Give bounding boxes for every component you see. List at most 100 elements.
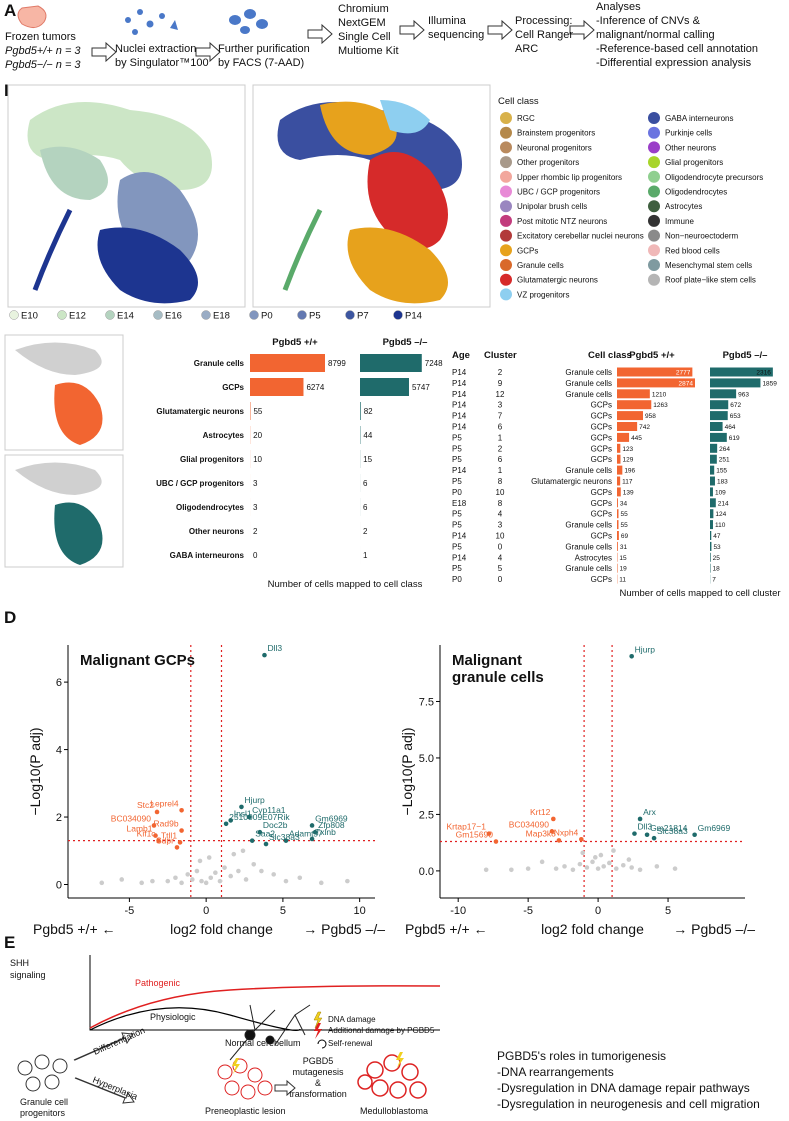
value-label: 25 (713, 555, 721, 562)
y-tick-label: 0.0 (419, 866, 434, 878)
point-label: Txlnb (315, 827, 336, 837)
bar (360, 378, 409, 396)
workflow-step: by Singulator™100 (115, 57, 209, 69)
bar (360, 354, 422, 372)
workflow-step: Pgbd5+/+ n = 3 (5, 45, 81, 57)
value-label: 18 (712, 566, 720, 573)
model-roles: -DNA rearrangements (497, 1065, 614, 1079)
bar (617, 378, 695, 388)
point-label: Slc38a3 (269, 832, 300, 842)
legend-label: Oligodendrocyte precursors (665, 173, 763, 182)
legend-swatch (648, 156, 660, 169)
chart-title: Malignant GCPs (80, 652, 195, 669)
bar (617, 541, 618, 551)
category-label: Granule cells (565, 466, 612, 475)
value-label: 2 (253, 527, 258, 536)
legend-label: GABA interneurons (665, 114, 733, 123)
legend-swatch (500, 141, 512, 154)
point (153, 833, 158, 838)
x-axis-label: log2 fold change (541, 921, 644, 937)
point (525, 866, 531, 871)
row-cluster: 3 (498, 401, 503, 410)
category-label: GCPs (591, 532, 612, 541)
x-tick-label: 0 (203, 905, 209, 917)
legend-swatch (648, 200, 660, 213)
value-label: 6274 (306, 383, 324, 392)
value-label: 619 (729, 435, 740, 442)
value-label: 196 (624, 468, 635, 475)
value-label: 672 (730, 402, 741, 409)
point (179, 828, 184, 833)
value-label: 53 (713, 544, 721, 551)
model-key: Additional damage by PGBD5 (328, 1026, 435, 1035)
row-cluster: 2 (498, 368, 503, 377)
bar (617, 498, 618, 508)
value-label: 1859 (762, 380, 777, 387)
model-key: Self-renewal (328, 1039, 373, 1048)
category-label: Granule cells (565, 564, 612, 573)
point-label: Nxph4 (554, 827, 579, 837)
row-cluster: 5 (498, 564, 503, 573)
bar (710, 378, 761, 388)
point (208, 875, 214, 881)
point-label: Gm15690 (456, 830, 494, 840)
legend-swatch (249, 310, 259, 320)
legend-label: P5 (309, 311, 321, 322)
point-label: Hjurp (635, 644, 656, 654)
legend-label: Neuronal progenitors (517, 143, 592, 152)
model-label: Pathogenic (135, 978, 181, 988)
value-label: 653 (730, 413, 741, 420)
bar (617, 400, 652, 410)
point-label: Ttll1 (161, 830, 177, 840)
legend-swatch (500, 259, 512, 271)
point (483, 867, 489, 873)
legend-swatch (500, 229, 512, 242)
legend-label: Brainstem progenitors (517, 129, 595, 138)
workflow-step: Cell Ranger (515, 29, 573, 41)
row-cluster: 4 (498, 510, 503, 519)
point (613, 866, 619, 871)
legend-label: Glial progenitors (665, 158, 723, 167)
value-label: 742 (639, 424, 650, 431)
x-axis-side-label: Pgbd5 +/+ ← (405, 921, 488, 937)
bar (617, 422, 638, 431)
point (539, 859, 545, 865)
panel-label: D (4, 608, 16, 627)
legend-swatch (201, 310, 211, 320)
workflow-step: Further purification (218, 43, 310, 55)
legend-swatch (648, 141, 660, 154)
workflow-step: Single Cell (338, 31, 391, 43)
point (549, 829, 555, 834)
row-cluster: 9 (498, 379, 503, 388)
point (190, 877, 195, 882)
bar (710, 531, 712, 540)
y-axis-label: −Log10(P adj) (27, 727, 43, 815)
point (228, 818, 234, 823)
value-label: 0 (253, 551, 258, 560)
panel-label: A (4, 1, 16, 20)
point-label: Map3k8 (526, 828, 557, 838)
model-key: DNA damage (328, 1015, 376, 1024)
value-label: 15 (619, 555, 627, 562)
point-label: Leprel4 (150, 798, 179, 808)
value-label: 251 (719, 457, 730, 464)
point (174, 845, 180, 850)
value-label: 7 (712, 577, 716, 584)
point-label: Gm6969 (698, 823, 731, 833)
legend-swatch (297, 310, 307, 320)
row-cluster: 2 (498, 444, 503, 453)
series-header: Pgbd5 –/– (383, 337, 428, 348)
point (150, 878, 155, 884)
point (156, 838, 161, 843)
workflow-step: Chromium (338, 3, 389, 15)
model-label: Preneoplastic lesion (205, 1106, 286, 1116)
legend-label: Unipolar brush cells (517, 202, 587, 211)
point (151, 823, 157, 828)
value-label: 6 (363, 479, 368, 488)
model-label: signaling (10, 970, 46, 980)
point (228, 873, 234, 879)
value-label: 1210 (652, 391, 667, 398)
legend-label: E12 (69, 311, 86, 322)
point (173, 875, 178, 881)
point-label: Dll3 (637, 822, 652, 832)
